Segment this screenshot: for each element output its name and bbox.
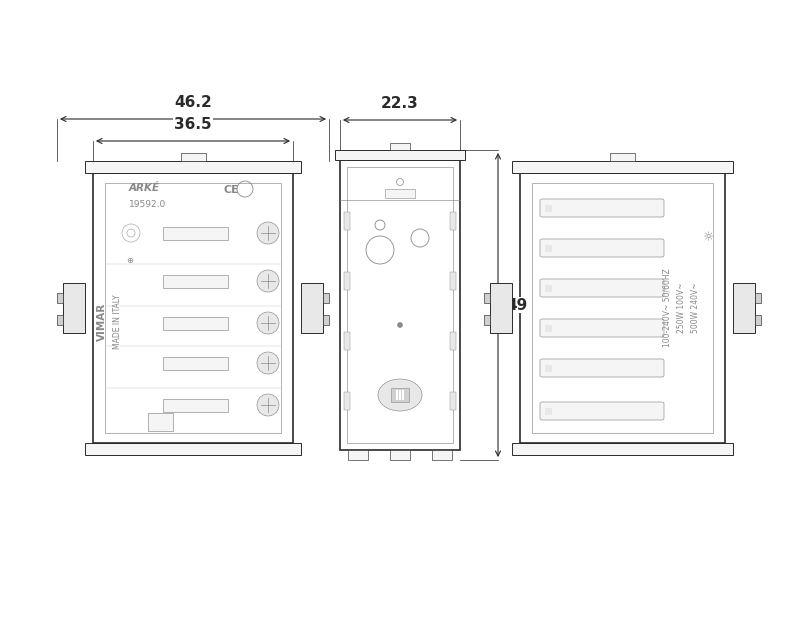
Bar: [63, 283, 85, 333]
Text: 500W 240V~: 500W 240V~: [690, 283, 699, 333]
Bar: [85, 161, 301, 173]
Bar: [520, 173, 725, 443]
Bar: [490, 283, 512, 333]
Bar: [335, 150, 465, 160]
Bar: [545, 365, 552, 372]
Bar: [532, 183, 713, 433]
Bar: [755, 293, 761, 303]
Bar: [545, 285, 552, 292]
FancyBboxPatch shape: [540, 239, 664, 257]
Bar: [755, 315, 761, 325]
Bar: [181, 153, 206, 161]
Bar: [484, 293, 490, 303]
Bar: [402, 390, 404, 400]
Text: 49: 49: [506, 298, 527, 312]
Bar: [323, 293, 329, 303]
Bar: [344, 212, 350, 230]
Bar: [450, 272, 456, 290]
Bar: [390, 450, 410, 460]
Bar: [545, 245, 552, 252]
Text: ⊕: ⊕: [126, 256, 133, 265]
Text: 22.3: 22.3: [381, 96, 419, 111]
Bar: [344, 392, 350, 410]
Circle shape: [398, 323, 402, 328]
Bar: [344, 272, 350, 290]
Circle shape: [257, 222, 279, 244]
Bar: [390, 143, 410, 150]
Bar: [93, 173, 293, 443]
Text: CE: CE: [223, 185, 238, 195]
Bar: [512, 443, 733, 455]
Bar: [484, 315, 490, 325]
Ellipse shape: [378, 379, 422, 411]
Text: VIMAR: VIMAR: [97, 302, 107, 340]
FancyBboxPatch shape: [540, 279, 664, 297]
Bar: [545, 325, 552, 332]
Bar: [733, 283, 755, 333]
Bar: [432, 450, 452, 460]
Bar: [512, 161, 733, 173]
Bar: [57, 293, 63, 303]
Bar: [163, 399, 228, 412]
Bar: [450, 392, 456, 410]
Bar: [57, 315, 63, 325]
Bar: [163, 227, 228, 240]
Bar: [340, 160, 460, 450]
Bar: [344, 332, 350, 350]
Bar: [610, 153, 635, 161]
Text: 46.2: 46.2: [174, 95, 212, 110]
Bar: [450, 332, 456, 350]
FancyBboxPatch shape: [540, 359, 664, 377]
Text: 250W 100V~: 250W 100V~: [677, 283, 686, 333]
Bar: [148, 413, 173, 431]
Bar: [301, 283, 323, 333]
Bar: [396, 390, 398, 400]
FancyBboxPatch shape: [540, 319, 664, 337]
FancyBboxPatch shape: [540, 402, 664, 420]
Text: 19592.0: 19592.0: [129, 200, 166, 209]
Bar: [348, 450, 368, 460]
Bar: [347, 167, 453, 443]
Circle shape: [257, 352, 279, 374]
Bar: [399, 390, 401, 400]
Bar: [450, 212, 456, 230]
Circle shape: [257, 270, 279, 292]
Bar: [163, 357, 228, 370]
Bar: [105, 183, 281, 433]
Bar: [391, 388, 409, 402]
Bar: [163, 317, 228, 330]
Bar: [163, 275, 228, 288]
Circle shape: [257, 312, 279, 334]
Text: ☼: ☼: [703, 232, 714, 244]
Bar: [545, 408, 552, 415]
Text: 36.5: 36.5: [174, 117, 212, 132]
Bar: [323, 315, 329, 325]
FancyBboxPatch shape: [540, 199, 664, 217]
Circle shape: [257, 394, 279, 416]
Text: MADE IN ITALY: MADE IN ITALY: [113, 294, 122, 349]
Bar: [385, 189, 415, 198]
Text: ARKÉ: ARKÉ: [129, 183, 160, 193]
Bar: [85, 443, 301, 455]
Bar: [545, 205, 552, 212]
Text: 100-240V~ 50/60HZ: 100-240V~ 50/60HZ: [662, 269, 671, 348]
